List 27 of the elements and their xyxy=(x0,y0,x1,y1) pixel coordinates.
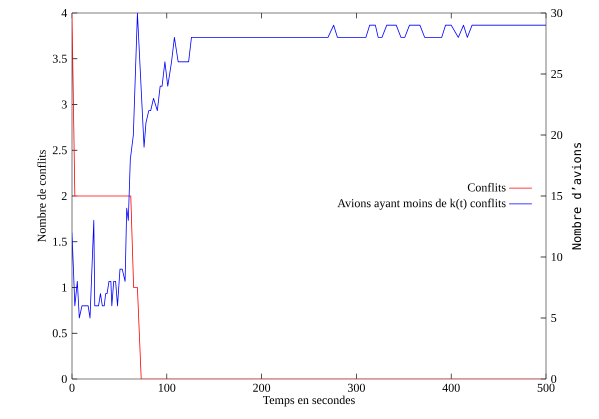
x-tick-label: 500 xyxy=(538,384,555,392)
x-axis-title: Temps en secondes xyxy=(262,396,355,407)
y2-tick-label: 0 xyxy=(551,374,556,384)
y2-tick-label: 15 xyxy=(552,192,562,200)
x-tick-label: 200 xyxy=(253,384,270,392)
x-tick-label: 400 xyxy=(442,384,460,392)
y-tick-label: 3.5 xyxy=(52,54,67,63)
y-axis-title: Nombre de conflits xyxy=(37,150,46,242)
y-tick-label: 3 xyxy=(62,100,67,109)
x-tick-label: 0 xyxy=(69,384,75,392)
y-tick-label: 0.5 xyxy=(52,329,67,338)
y-tick-label: 2 xyxy=(62,192,67,200)
legend-label: Avions ayant moins de k(t) conflits xyxy=(337,198,506,210)
x-tick-label: 100 xyxy=(158,384,176,392)
y-tick-label: 4 xyxy=(62,9,68,17)
y-tick-label: 2.5 xyxy=(52,146,67,154)
y-tick-label: 1.5 xyxy=(53,238,67,246)
y2-tick-label: 30 xyxy=(551,8,562,18)
y2-tick-label: 20 xyxy=(551,130,562,140)
y-tick-label: 0 xyxy=(62,374,67,384)
y2-tick-label: 5 xyxy=(551,314,556,322)
y2-tick-label: 10 xyxy=(552,252,562,262)
y2-axis-title: Nombre d’avions xyxy=(572,143,582,250)
x-tick-label: 300 xyxy=(348,384,365,392)
legend-label: Conflits xyxy=(468,182,506,192)
y-tick-label: 1 xyxy=(62,284,67,292)
y2-tick-label: 25 xyxy=(551,70,562,78)
